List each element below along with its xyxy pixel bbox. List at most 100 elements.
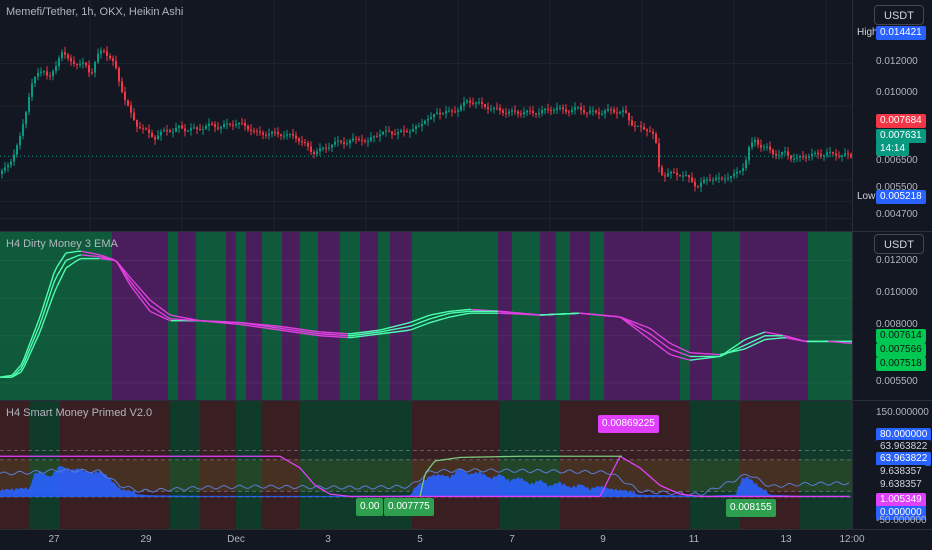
ema-line-segment [461, 313, 466, 316]
ema-line-segment [425, 318, 430, 321]
trend-band [300, 232, 318, 400]
ema-line-segment [161, 312, 166, 317]
candle-body [229, 123, 231, 125]
ema-line-segment [440, 317, 445, 321]
ema-line-segment [140, 294, 145, 299]
candle-body [70, 58, 72, 62]
ema-line-segment [686, 350, 691, 354]
smi-chart[interactable] [0, 401, 852, 529]
smi-axis[interactable] [852, 401, 932, 529]
candle-body [589, 110, 591, 113]
candle-body [85, 62, 87, 66]
symbol-title[interactable]: Memefi/Tether, 1h, OKX, Heikin Ashi [6, 6, 184, 18]
ema-line-segment [755, 337, 760, 341]
candle-body [670, 172, 672, 174]
candle-body [19, 135, 21, 146]
trend-band [390, 232, 412, 400]
ema-line-segment [26, 353, 31, 361]
candle-body [541, 110, 543, 114]
candle-body [757, 139, 759, 145]
trend-band [772, 232, 808, 400]
candle-body [616, 112, 618, 114]
candle-body [469, 100, 471, 103]
candle-body [94, 61, 96, 73]
candle-body [61, 52, 63, 59]
currency-button[interactable]: USDT [874, 5, 924, 25]
ema-line-segment [155, 303, 160, 308]
price-tick: 0.004700 [876, 209, 918, 220]
candle-body [562, 107, 564, 110]
candle-body [808, 156, 810, 158]
ema-line-segment [635, 328, 640, 332]
ema-line-segment [116, 261, 121, 266]
candle-body [286, 134, 288, 136]
candle-body [838, 155, 840, 157]
trend-band [512, 232, 540, 400]
ema-line-segment [659, 335, 664, 339]
ema-indicator-title[interactable]: H4 Dirty Money 3 EMA [6, 238, 118, 250]
ema-line-segment [125, 274, 130, 281]
ema-line-segment [113, 259, 118, 263]
candle-body [643, 126, 645, 130]
ema-line-segment [383, 327, 388, 330]
ema-line-segment [398, 323, 403, 327]
ema-line-segment [647, 332, 652, 336]
ema-line-segment [404, 322, 409, 325]
candle-body [631, 120, 633, 126]
ema-line-segment [632, 323, 637, 327]
ema-line-segment [131, 283, 136, 288]
candle-body [268, 133, 270, 136]
ema-line-segment [674, 355, 679, 358]
price-chart[interactable] [0, 0, 852, 231]
ema-line-segment [428, 314, 433, 317]
ema-line-segment [734, 347, 739, 351]
candle-body [328, 147, 330, 149]
low-price-tag: 0.005218 [876, 190, 926, 204]
smi-tick: 150.000000 [876, 407, 929, 418]
ema-line-segment [749, 335, 754, 339]
candle-body [715, 177, 717, 180]
candle-body [118, 68, 120, 82]
ema-line-segment [389, 326, 394, 329]
candle-body [568, 111, 570, 113]
ema-line-segment [755, 333, 760, 337]
pane-separator[interactable] [0, 231, 932, 232]
pane-separator[interactable] [0, 400, 932, 401]
ema-line-segment [443, 317, 448, 320]
ema-line-segment [53, 286, 58, 294]
candle-body [373, 136, 375, 138]
ema-pane: H4 Dirty Money 3 EMA USDT 0.012000 0.010… [0, 232, 932, 400]
ema-line-segment [425, 322, 430, 325]
candle-body [247, 125, 249, 130]
candle-body [139, 126, 141, 129]
candle-body [280, 134, 282, 136]
candle-body [418, 126, 420, 128]
candle-body [559, 107, 561, 109]
candle-body [409, 131, 411, 133]
ema-chart[interactable] [0, 232, 852, 400]
ema-axis[interactable] [852, 232, 932, 400]
ema-line-segment [683, 349, 688, 352]
candle-body [22, 124, 24, 136]
countdown-tag: 14:14 [876, 142, 910, 156]
ema-line-segment [137, 290, 142, 296]
candle-body [586, 112, 588, 114]
candle-body [496, 107, 498, 109]
ema-line-segment [149, 305, 154, 309]
candle-body [163, 130, 165, 132]
trend-band [498, 232, 512, 400]
ema-line-segment [95, 253, 100, 256]
candle-body [490, 108, 492, 110]
candle-body [556, 107, 558, 110]
ema-line-segment [32, 333, 37, 342]
price-axis[interactable] [852, 0, 932, 231]
ema-line-segment [674, 350, 679, 353]
ema-line-segment [743, 338, 748, 341]
candle-body [259, 131, 261, 133]
ema-line-segment [758, 332, 763, 335]
smi-label-3: 0.00869225 [598, 415, 659, 433]
currency-button-ema[interactable]: USDT [874, 234, 924, 254]
smi-indicator-title[interactable]: H4 Smart Money Primed V2.0 [6, 407, 153, 419]
time-axis[interactable] [0, 530, 852, 550]
ema-line-segment [446, 310, 451, 313]
